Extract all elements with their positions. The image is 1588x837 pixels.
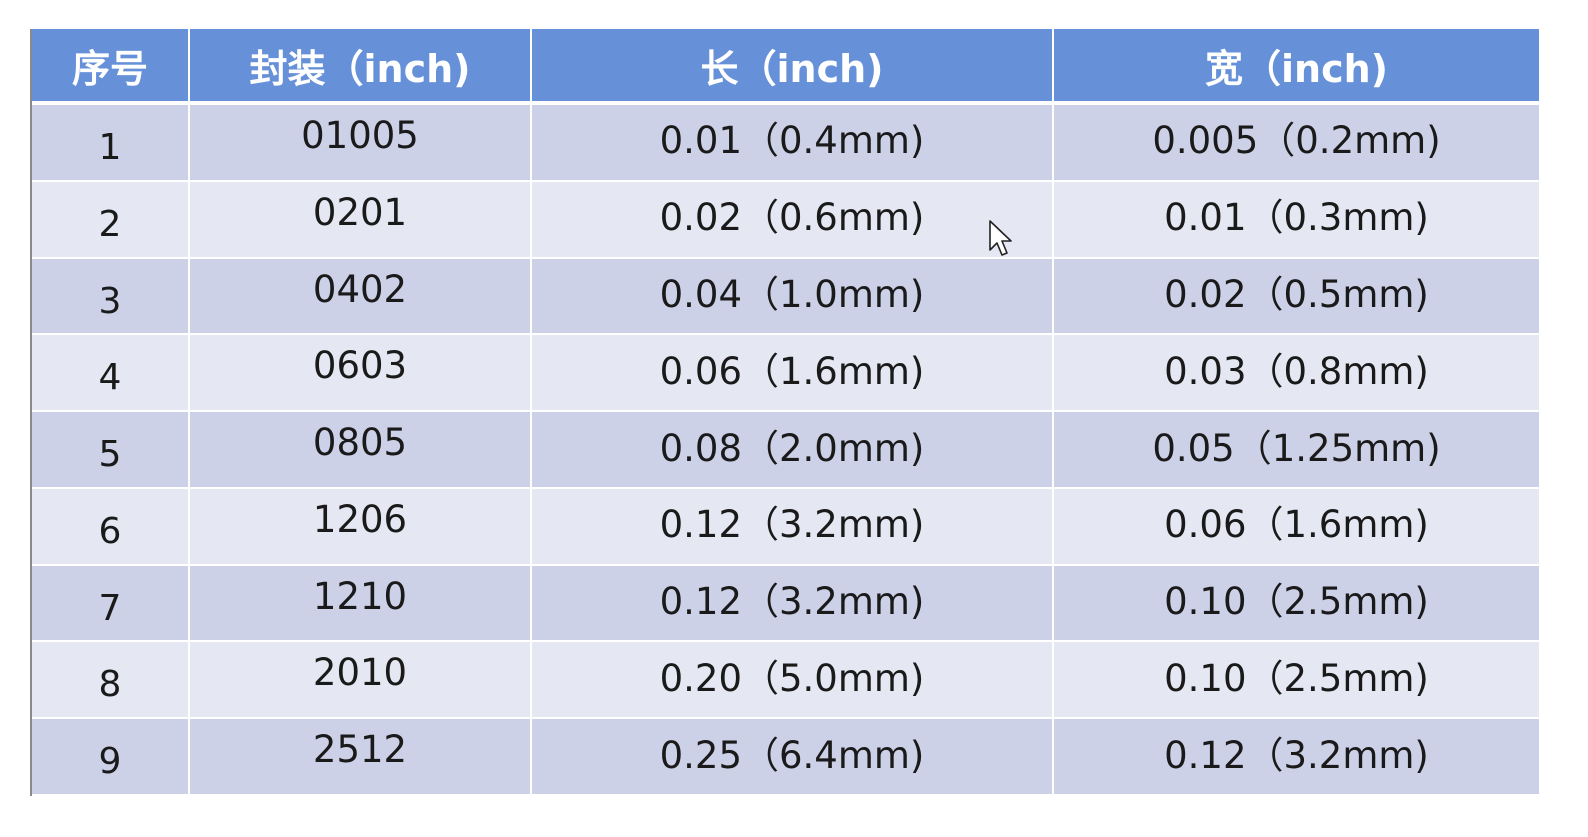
table-row: 5 0805 0.08（2.0mm) 0.05（1.25mm) xyxy=(32,411,1539,489)
cell-package: 2512 xyxy=(189,718,532,796)
cell-length: 0.12（3.2mm) xyxy=(531,564,1054,643)
cell-serial-number: 8 xyxy=(32,641,190,720)
table-row: 1 01005 0.01（0.4mm) 0.005（0.2mm) xyxy=(32,103,1539,182)
header-length: 长（inch) xyxy=(531,29,1054,105)
cell-length: 0.04（1.0mm) xyxy=(531,257,1054,336)
package-size-table: 序号 封装（inch) 长（inch) 宽（inch) 1 01005 0.01… xyxy=(32,29,1539,796)
cell-length: 0.12（3.2mm) xyxy=(531,487,1054,566)
cell-width: 0.05（1.25mm) xyxy=(1053,411,1539,489)
table-row: 8 2010 0.20（5.0mm) 0.10（2.5mm) xyxy=(32,641,1539,720)
table-row: 3 0402 0.04（1.0mm) 0.02（0.5mm) xyxy=(32,257,1539,336)
cell-serial-number: 5 xyxy=(32,411,190,489)
cell-width: 0.005（0.2mm) xyxy=(1053,103,1539,182)
table-row: 7 1210 0.12（3.2mm) 0.10（2.5mm) xyxy=(32,564,1539,643)
cell-serial-number: 6 xyxy=(32,487,190,566)
cell-package: 1206 xyxy=(189,487,532,566)
cell-serial-number: 9 xyxy=(32,718,190,796)
cell-length: 0.06（1.6mm) xyxy=(531,334,1054,413)
header-serial-number: 序号 xyxy=(32,29,190,105)
cell-width: 0.06（1.6mm) xyxy=(1053,487,1539,566)
table-row: 4 0603 0.06（1.6mm) 0.03（0.8mm) xyxy=(32,334,1539,413)
cell-package: 0805 xyxy=(189,411,532,489)
header-package: 封装（inch) xyxy=(189,29,532,105)
header-width: 宽（inch) xyxy=(1053,29,1539,105)
cell-length: 0.08（2.0mm) xyxy=(531,411,1054,489)
cell-package: 0402 xyxy=(189,257,532,336)
cell-width: 0.10（2.5mm) xyxy=(1053,641,1539,720)
cell-serial-number: 4 xyxy=(32,334,190,413)
table-row: 6 1206 0.12（3.2mm) 0.06（1.6mm) xyxy=(32,487,1539,566)
cell-serial-number: 2 xyxy=(32,180,190,259)
cell-length: 0.25（6.4mm) xyxy=(531,718,1054,796)
cell-width: 0.12（3.2mm) xyxy=(1053,718,1539,796)
cell-serial-number: 1 xyxy=(32,103,190,182)
cell-serial-number: 7 xyxy=(32,564,190,643)
table-container: 序号 封装（inch) 长（inch) 宽（inch) 1 01005 0.01… xyxy=(30,29,1539,796)
cell-length: 0.02（0.6mm) xyxy=(531,180,1054,259)
cell-width: 0.10（2.5mm) xyxy=(1053,564,1539,643)
table-header-row: 序号 封装（inch) 长（inch) 宽（inch) xyxy=(32,29,1539,105)
cell-width: 0.03（0.8mm) xyxy=(1053,334,1539,413)
table-row: 2 0201 0.02（0.6mm) 0.01（0.3mm) xyxy=(32,180,1539,259)
cell-serial-number: 3 xyxy=(32,257,190,336)
cell-package: 1210 xyxy=(189,564,532,643)
cell-width: 0.02（0.5mm) xyxy=(1053,257,1539,336)
table-row: 9 2512 0.25（6.4mm) 0.12（3.2mm) xyxy=(32,718,1539,796)
cell-package: 2010 xyxy=(189,641,532,720)
cell-package: 01005 xyxy=(189,103,532,182)
cell-length: 0.20（5.0mm) xyxy=(531,641,1054,720)
cell-package: 0603 xyxy=(189,334,532,413)
cell-length: 0.01（0.4mm) xyxy=(531,103,1054,182)
cell-package: 0201 xyxy=(189,180,532,259)
cell-width: 0.01（0.3mm) xyxy=(1053,180,1539,259)
mouse-pointer-icon xyxy=(989,220,1012,256)
